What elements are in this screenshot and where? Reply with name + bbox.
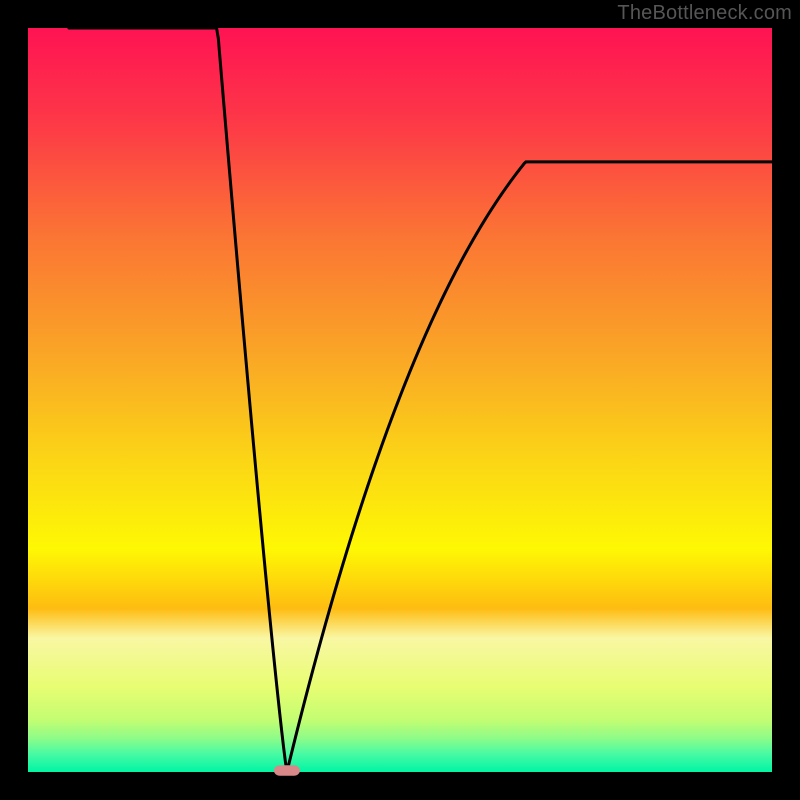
chart-container: TheBottleneck.com bbox=[0, 0, 800, 800]
watermark-text: TheBottleneck.com bbox=[617, 2, 792, 25]
min-marker bbox=[274, 765, 300, 775]
bottleneck-chart bbox=[0, 0, 800, 800]
